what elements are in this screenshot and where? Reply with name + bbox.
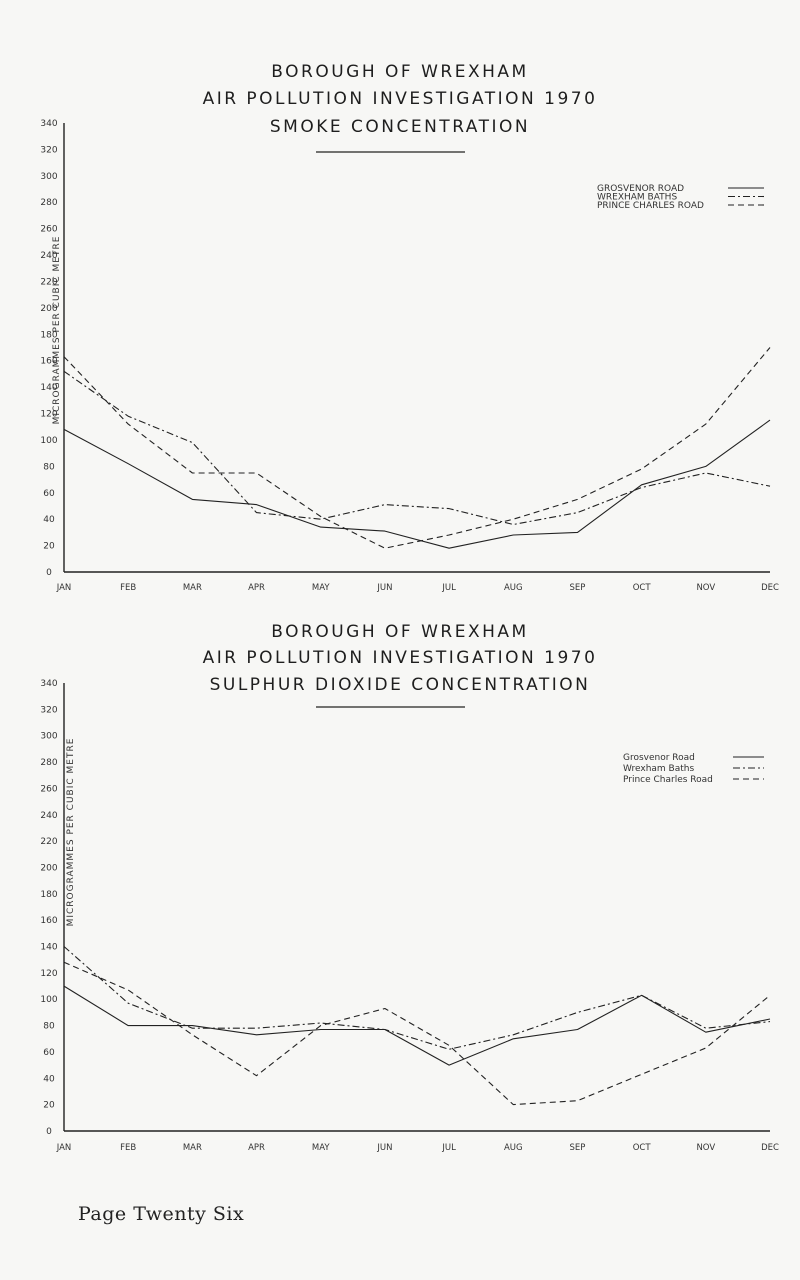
y-tick-label: 180 <box>40 330 57 340</box>
x-tick-label: AUG <box>504 1143 523 1153</box>
x-tick-label: FEB <box>120 583 136 593</box>
legend-label: Prince Charles Road <box>623 775 713 785</box>
x-tick-label: JUN <box>376 583 392 593</box>
series-line <box>63 985 771 1066</box>
y-tick-label: 180 <box>40 890 57 900</box>
x-tick-label: SEP <box>570 1143 586 1153</box>
y-axis-label: MICROGRAMMES PER CUBIC METRE <box>66 738 76 927</box>
y-tick-label: 200 <box>40 304 57 314</box>
chart-title-line: SMOKE CONCENTRATION <box>270 117 530 137</box>
y-tick-label: 60 <box>43 1048 55 1058</box>
y-tick-label: 220 <box>40 277 57 287</box>
y-tick-label: 140 <box>40 383 57 393</box>
y-tick-label: 300 <box>40 172 57 182</box>
x-tick-label: DEC <box>761 1143 779 1153</box>
y-tick-label: 20 <box>43 1101 55 1111</box>
y-tick-label: 280 <box>40 758 57 768</box>
series-line <box>63 370 771 526</box>
y-tick-label: 60 <box>43 489 55 499</box>
y-tick-label: 80 <box>43 462 55 472</box>
x-tick-label: OCT <box>633 583 652 593</box>
chart-title-line: BOROUGH OF WREXHAM <box>271 622 528 642</box>
y-tick-label: 320 <box>40 145 57 155</box>
x-tick-label: JUL <box>441 583 456 593</box>
y-tick-label: 240 <box>40 251 57 261</box>
x-tick-label: DEC <box>761 583 779 593</box>
y-axis-label: MICROGRAMMES PER CUBIC METRE <box>52 236 62 425</box>
legend-label: Wrexham Baths <box>623 764 694 774</box>
y-tick-label: 100 <box>40 995 57 1005</box>
series-lines <box>63 946 771 1106</box>
smoke-concentration-chart: BOROUGH OF WREXHAM AIR POLLUTION INVESTIG… <box>40 62 779 593</box>
y-tick-label: 0 <box>46 1127 52 1137</box>
y-tick-label: 260 <box>40 784 57 794</box>
series-line <box>63 961 771 1106</box>
x-tick-label: NOV <box>696 583 715 593</box>
y-tick-label: 140 <box>40 943 57 953</box>
series-line <box>63 946 771 1050</box>
x-tick-label: NOV <box>696 1143 715 1153</box>
y-tick-label: 40 <box>43 1074 55 1084</box>
y-tick-label: 120 <box>40 969 57 979</box>
x-tick-label: MAY <box>312 1143 330 1153</box>
y-tick-label: 0 <box>46 568 52 578</box>
legend-label: PRINCE CHARLES ROAD <box>597 201 704 211</box>
y-axis: 0 20 40 60 80 100 120 140 160 180 200 220 240 260 280 3… <box>40 679 76 1137</box>
x-tick-label: APR <box>248 1143 265 1153</box>
series-line <box>63 347 771 549</box>
x-tick-label: JAN <box>56 1143 72 1153</box>
chart-title-line: SULPHUR DIOXIDE CONCENTRATION <box>210 675 591 695</box>
y-tick-label: 200 <box>40 863 57 873</box>
x-tick-label: AUG <box>504 583 523 593</box>
sulphur-dioxide-chart: BOROUGH OF WREXHAM AIR POLLUTION INVESTIG… <box>40 622 779 1153</box>
series-line <box>63 419 771 549</box>
y-tick-label: 280 <box>40 198 57 208</box>
chart-title-line: BOROUGH OF WREXHAM <box>271 62 528 82</box>
x-tick-label: MAY <box>312 583 330 593</box>
y-tick-label: 240 <box>40 811 57 821</box>
y-tick-label: 220 <box>40 837 57 847</box>
x-axis: JAN FEB MAR APR MAY JUN JUL AUG SEP OCT NOV DEC <box>56 571 779 593</box>
y-tick-label: 80 <box>43 1022 55 1032</box>
chart-title: BOROUGH OF WREXHAM AIR POLLUTION INVESTIG… <box>203 62 598 137</box>
y-axis: 0 20 40 60 80 100 120 140 160 180 200 220 240 260 280 3… <box>40 119 65 578</box>
y-tick-label: 120 <box>40 410 57 420</box>
y-tick-label: 340 <box>40 119 57 129</box>
y-tick-label: 300 <box>40 732 57 742</box>
y-tick-label: 40 <box>43 515 55 525</box>
y-tick-label: 20 <box>43 542 55 552</box>
legend-label: WREXHAM BATHS <box>597 193 677 203</box>
x-tick-label: OCT <box>633 1143 652 1153</box>
x-tick-label: JUL <box>441 1143 456 1153</box>
page-footer: Page Twenty Six <box>78 1203 245 1225</box>
x-tick-label: MAR <box>183 583 202 593</box>
chart-title-line: AIR POLLUTION INVESTIGATION 1970 <box>203 648 598 668</box>
y-tick-label: 320 <box>40 705 57 715</box>
legend-label: Grosvenor Road <box>623 753 695 763</box>
x-tick-label: JUN <box>376 1143 392 1153</box>
x-tick-label: MAR <box>183 1143 202 1153</box>
x-tick-label: JAN <box>56 583 72 593</box>
x-tick-label: SEP <box>570 583 586 593</box>
x-tick-label: APR <box>248 583 265 593</box>
series-lines <box>63 347 771 549</box>
y-tick-label: 160 <box>40 916 57 926</box>
chart-title-line: AIR POLLUTION INVESTIGATION 1970 <box>203 89 598 109</box>
legend-label: GROSVENOR ROAD <box>597 184 684 194</box>
x-axis: JAN FEB MAR APR MAY JUN JUL AUG SEP OCT NOV DEC <box>56 1130 779 1153</box>
y-tick-label: 100 <box>40 436 57 446</box>
y-tick-label: 340 <box>40 679 57 689</box>
y-tick-label: 160 <box>40 357 57 367</box>
y-tick-label: 260 <box>40 225 57 235</box>
chart-title: BOROUGH OF WREXHAM AIR POLLUTION INVESTIG… <box>203 622 598 695</box>
x-tick-label: FEB <box>120 1143 136 1153</box>
